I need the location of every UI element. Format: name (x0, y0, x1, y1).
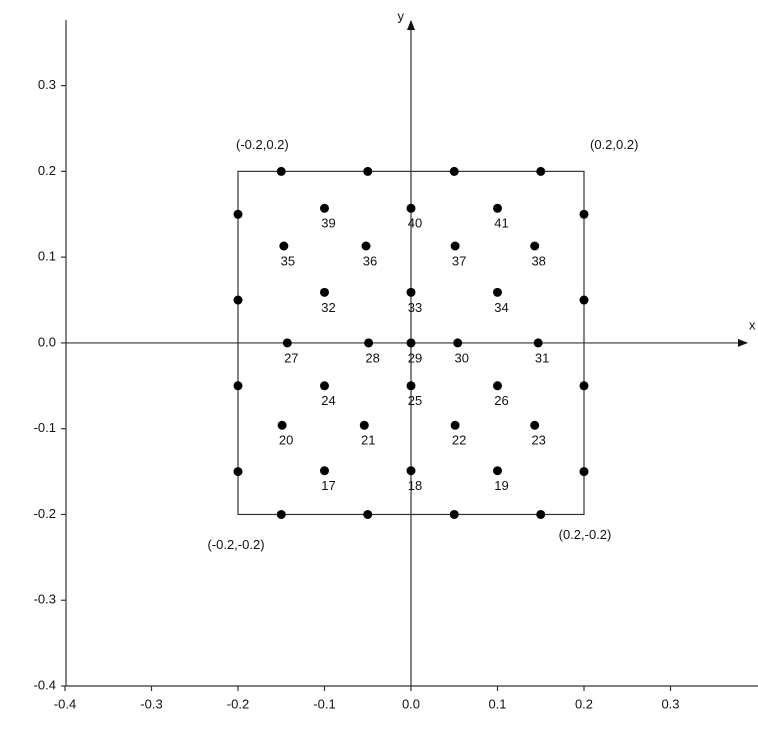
point (450, 167, 459, 176)
point (363, 167, 372, 176)
point (362, 242, 371, 251)
x-tick-label: -0.2 (227, 696, 249, 711)
point (283, 338, 292, 347)
y-tick-label: -0.4 (34, 677, 56, 692)
point (234, 210, 243, 219)
annotation: (-0.2,0.2) (236, 137, 289, 152)
y-tick-label: -0.3 (34, 592, 56, 607)
point-label: 28 (365, 350, 379, 365)
point-label: 34 (494, 300, 508, 315)
point (364, 338, 373, 347)
point-label: 38 (531, 253, 545, 268)
point-label: 39 (321, 216, 335, 231)
point (453, 338, 462, 347)
point (407, 204, 416, 213)
y-tick-label: 0.3 (38, 77, 56, 92)
point-label: 18 (408, 478, 422, 493)
x-tick-label: 0.3 (661, 696, 679, 711)
y-axis-label: y (398, 8, 405, 23)
point (450, 510, 459, 519)
point (451, 242, 460, 251)
x-tick-label: -0.3 (140, 696, 162, 711)
point (320, 466, 329, 475)
point-label: 35 (281, 253, 295, 268)
annotation: (0.2,0.2) (590, 137, 638, 152)
point (234, 296, 243, 305)
point (530, 242, 539, 251)
point-label: 31 (535, 350, 549, 365)
point-label: 36 (363, 253, 377, 268)
x-tick-label: 0.0 (402, 696, 420, 711)
point-label: 24 (321, 393, 335, 408)
point (407, 381, 416, 390)
y-tick-label: -0.2 (34, 506, 56, 521)
point (278, 421, 287, 430)
y-tick-label: -0.1 (34, 420, 56, 435)
point (407, 466, 416, 475)
point (407, 338, 416, 347)
point-label: 20 (279, 433, 293, 448)
point-label: 25 (408, 393, 422, 408)
point-label: 17 (321, 478, 335, 493)
point (493, 288, 502, 297)
point (580, 210, 589, 219)
point-label: 40 (408, 216, 422, 231)
point (277, 167, 286, 176)
point (451, 421, 460, 430)
point (320, 204, 329, 213)
point-label: 26 (494, 393, 508, 408)
point (534, 338, 543, 347)
point (360, 421, 369, 430)
point-label: 32 (321, 300, 335, 315)
point-label: 37 (452, 253, 466, 268)
y-tick-label: 0.1 (38, 249, 56, 264)
point (580, 467, 589, 476)
x-tick-label: -0.1 (313, 696, 335, 711)
point (493, 204, 502, 213)
point-label: 21 (361, 433, 375, 448)
x-tick-label: 0.1 (488, 696, 506, 711)
point (530, 421, 539, 430)
point (580, 296, 589, 305)
x-tick-label: 0.2 (575, 696, 593, 711)
point-label: 22 (452, 433, 466, 448)
point (279, 242, 288, 251)
point (493, 466, 502, 475)
annotation: (-0.2,-0.2) (207, 537, 264, 552)
annotation: (0.2,-0.2) (559, 527, 612, 542)
point (234, 467, 243, 476)
point-label: 33 (408, 300, 422, 315)
x-tick-label: -0.4 (54, 696, 76, 711)
point (277, 510, 286, 519)
point-label: 29 (408, 350, 422, 365)
y-tick-label: 0.0 (38, 334, 56, 349)
chart: -0.4 -0.3 -0.2 -0.1 0.0 0.1 0.2 0.3 -0.4 -0.3 -0.2… (0, 0, 758, 734)
point-label: 27 (284, 350, 298, 365)
point (407, 288, 416, 297)
point-label: 30 (454, 350, 468, 365)
point-label: 23 (531, 433, 545, 448)
point (493, 381, 502, 390)
point (536, 510, 545, 519)
point-label: 19 (494, 478, 508, 493)
point (580, 381, 589, 390)
point (536, 167, 545, 176)
point (320, 288, 329, 297)
x-axis-label: x (749, 317, 756, 332)
point (234, 381, 243, 390)
y-tick-label: 0.2 (38, 163, 56, 178)
point (320, 381, 329, 390)
point-label: 41 (494, 216, 508, 231)
point (363, 510, 372, 519)
